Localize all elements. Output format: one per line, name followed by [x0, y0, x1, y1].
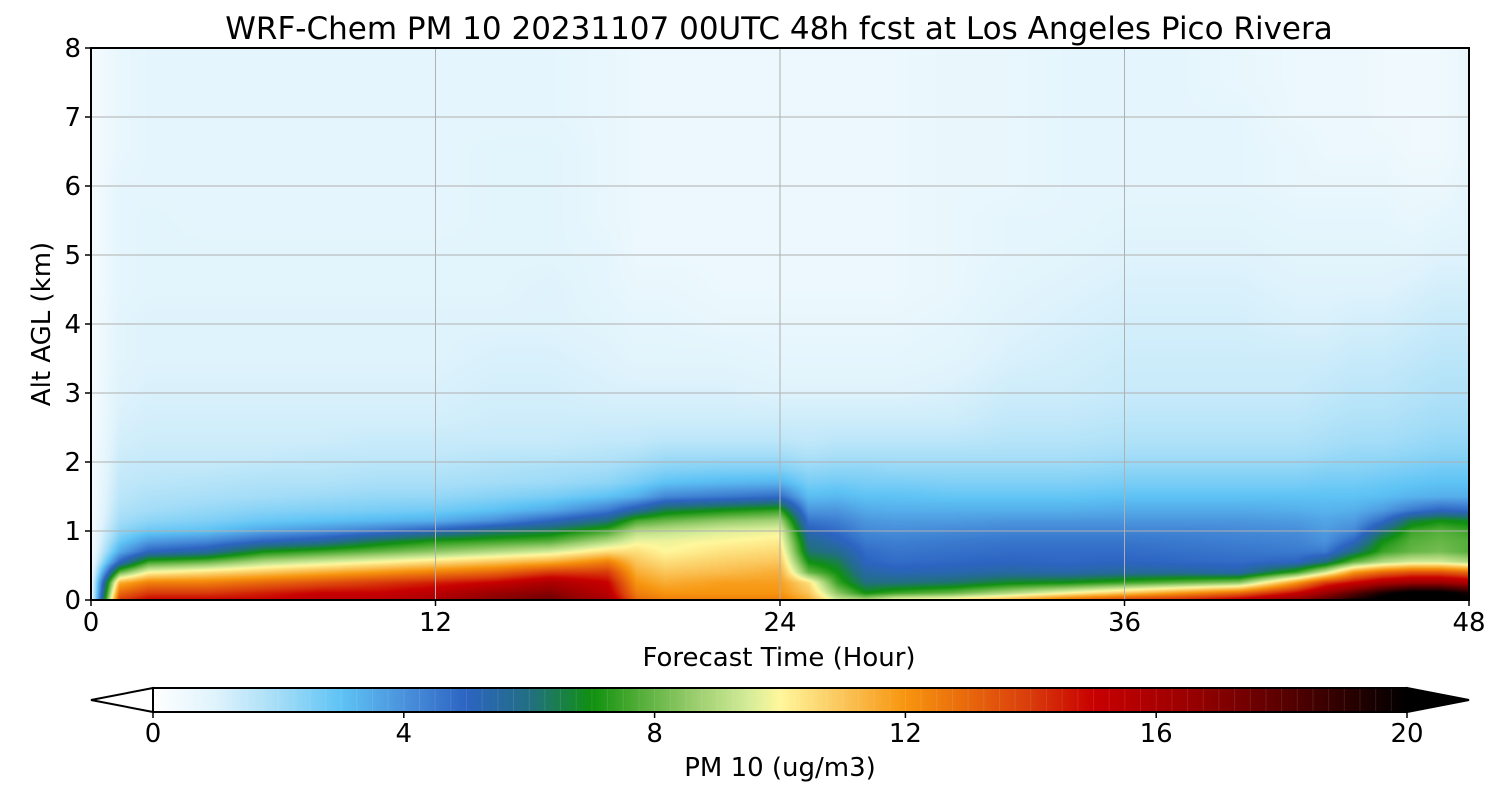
colorbar-ticks: 0 4 8 12 16 20: [145, 712, 1424, 749]
y-tick-label: 6: [64, 172, 81, 202]
colorbar-tick-label: 20: [1390, 719, 1423, 749]
colorbar: 0 4 8 12 16 20 PM 10 (ug/m3): [90, 686, 1470, 783]
x-tick-label: 24: [763, 608, 796, 638]
y-tick-label: 5: [64, 241, 81, 271]
y-tick-label: 3: [64, 379, 81, 409]
colorbar-tick-label: 12: [889, 719, 922, 749]
y-tick-label: 1: [64, 517, 81, 547]
y-tick-label: 4: [64, 310, 81, 340]
colorbar-tick-label: 0: [145, 719, 162, 749]
colorbar-under-extension: [90, 686, 154, 714]
x-tick-label: 0: [83, 608, 100, 638]
colorbar-fill: [153, 688, 1407, 712]
x-tick-label: 36: [1108, 608, 1141, 638]
colorbar-frame: [152, 687, 1408, 713]
colorbar-tick-label: 4: [396, 719, 413, 749]
y-tick-label: 0: [64, 586, 81, 616]
x-axis-ticks: 0 12 24 36 48: [83, 600, 1486, 638]
y-tick-label: 7: [64, 103, 81, 133]
x-tick-label: 48: [1452, 608, 1485, 638]
colorbar-label: PM 10 (ug/m3): [684, 753, 876, 783]
y-axis-ticks: 0 1 2 3 4 5 6 7 8: [64, 34, 91, 616]
colorbar-tick-label: 16: [1140, 719, 1173, 749]
x-axis-label: Forecast Time (Hour): [642, 643, 915, 673]
colorbar-divisions: [168, 688, 1392, 712]
colorbar-tick-label: 8: [646, 719, 663, 749]
y-tick-label: 8: [64, 34, 81, 64]
y-axis-label: Alt AGL (km): [27, 242, 57, 406]
y-tick-label: 2: [64, 448, 81, 478]
x-tick-label: 12: [419, 608, 452, 638]
chart-title: WRF-Chem PM 10 20231107 00UTC 48h fcst a…: [225, 11, 1332, 47]
colorbar-over-extension: [1406, 686, 1470, 714]
